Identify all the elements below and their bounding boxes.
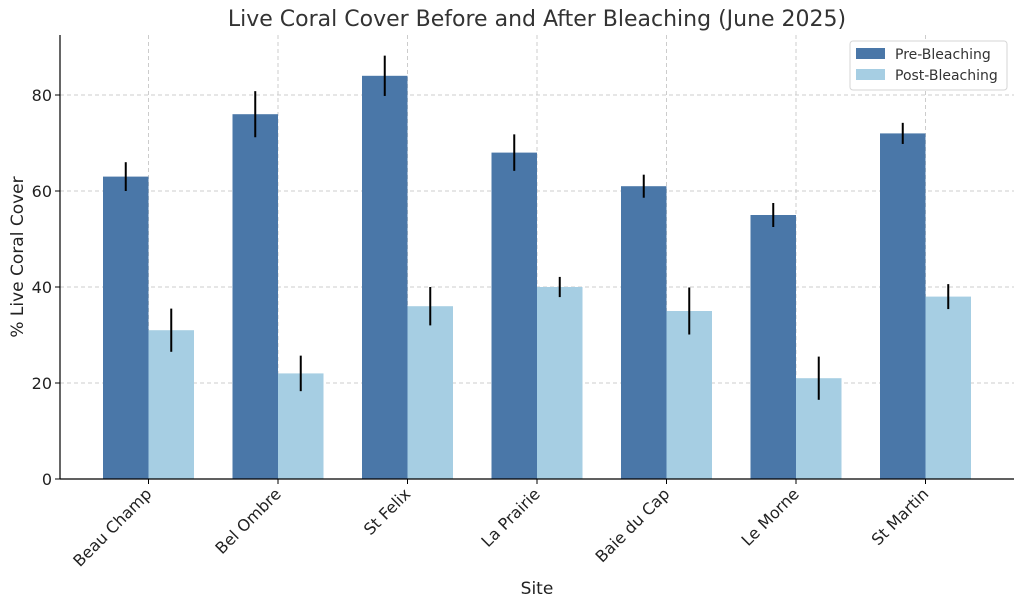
x-tick-label: La Prairie bbox=[477, 484, 543, 550]
chart-title: Live Coral Cover Before and After Bleach… bbox=[228, 7, 846, 32]
y-tick-label: 80 bbox=[32, 86, 52, 105]
ticks: 0 20 40 60 80 Beau Champ Bel Ombre St Felix La P… bbox=[32, 86, 933, 570]
bar-post bbox=[407, 306, 453, 479]
bars bbox=[103, 75, 971, 480]
y-axis-label: % Live Coral Cover bbox=[8, 176, 28, 337]
legend-label: Pre-Bleaching bbox=[895, 47, 991, 63]
bar-pre bbox=[880, 133, 926, 479]
error-bars bbox=[124, 55, 950, 400]
bar-post bbox=[666, 311, 712, 479]
bar-pre bbox=[491, 152, 537, 479]
bar-post bbox=[148, 330, 194, 479]
bar-pre bbox=[232, 114, 278, 479]
legend-swatch bbox=[856, 69, 885, 80]
bar-post bbox=[537, 287, 583, 479]
legend-label: Post-Bleaching bbox=[895, 68, 998, 84]
bar-pre bbox=[362, 75, 408, 480]
y-tick-label: 40 bbox=[32, 278, 52, 297]
x-tick-label: Baie du Cap bbox=[592, 484, 674, 566]
y-tick-label: 60 bbox=[32, 182, 52, 201]
legend-swatch bbox=[856, 48, 885, 59]
bar-pre bbox=[621, 186, 667, 479]
legend-box bbox=[849, 40, 1008, 91]
legend: Pre-Bleaching Post-Bleaching bbox=[849, 40, 1008, 91]
x-tick-label: St Felix bbox=[360, 484, 414, 538]
x-axis-label: Site bbox=[521, 579, 554, 599]
bar-pre bbox=[750, 215, 796, 479]
x-tick-label: Beau Champ bbox=[69, 484, 155, 570]
bar-post bbox=[925, 296, 971, 479]
x-tick-label: St Martin bbox=[868, 484, 933, 549]
x-tick-label: Bel Ombre bbox=[211, 484, 284, 557]
bar-pre bbox=[103, 176, 149, 479]
y-tick-label: 20 bbox=[32, 374, 52, 393]
x-tick-label: Le Morne bbox=[737, 484, 802, 549]
y-tick-label: 0 bbox=[42, 470, 52, 489]
